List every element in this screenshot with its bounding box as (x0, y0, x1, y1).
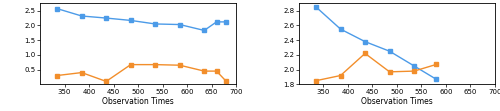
X-axis label: Observation Times: Observation Times (102, 97, 174, 106)
X-axis label: Observation Times: Observation Times (361, 97, 433, 106)
